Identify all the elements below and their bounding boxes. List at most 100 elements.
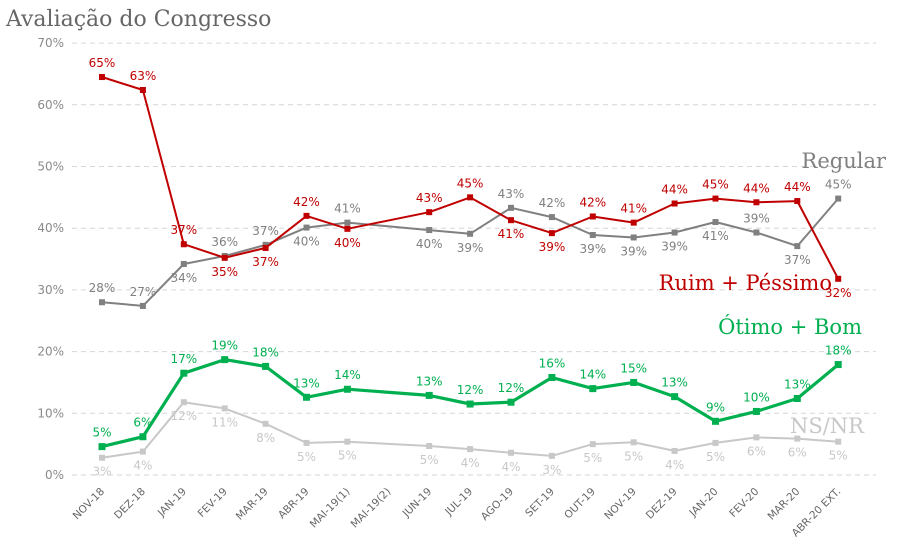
data-point — [508, 217, 514, 224]
x-tick-label: MAR-20 — [765, 486, 802, 523]
data-point — [303, 224, 310, 231]
legend: Regular Ruim + Péssimo Ótimo + Bom NS/NR — [659, 149, 887, 438]
data-point — [426, 227, 433, 234]
data-point — [753, 229, 760, 236]
data-point — [303, 393, 310, 401]
data-point — [467, 230, 474, 237]
data-point — [99, 299, 105, 306]
x-tick-label: JAN-19 — [155, 486, 189, 520]
data-point — [630, 219, 637, 226]
data-point — [589, 231, 596, 238]
series-3: 3% 4% 12% 11% 8% 5% 5% 5% 4% 4% 3% 5% 5% 4% 5% 6% 6% 5% — [92, 399, 848, 479]
data-point — [221, 254, 228, 261]
data-label: 9% — [706, 400, 725, 414]
x-tick-label: FEV-19 — [196, 486, 230, 520]
data-label: 13% — [661, 376, 688, 390]
data-label: 6% — [788, 446, 807, 460]
data-label: 42% — [539, 196, 566, 210]
data-label: 35% — [211, 265, 238, 279]
data-label: 3% — [542, 463, 561, 477]
data-label: 40% — [416, 237, 443, 251]
x-tick-label: SET-19 — [523, 486, 557, 520]
data-point — [99, 454, 105, 461]
series-1: 65% 63% 37% 35% 37% 42% 40% 43% 45% 41% 39% 42% 41% 4… — [89, 56, 852, 300]
data-point — [753, 199, 760, 206]
data-label: 37% — [784, 253, 811, 267]
data-label: 41% — [620, 202, 647, 216]
data-point — [262, 420, 269, 427]
data-label: 17% — [170, 352, 197, 366]
y-tick-label: 0% — [45, 468, 64, 482]
data-point — [180, 369, 188, 377]
x-tick-label: JUN-19 — [400, 486, 435, 521]
x-axis: NOV-18 DEZ-18 JAN-19 FEV-19 MAR-19 ABR-19MAI-… — [71, 486, 844, 540]
data-point — [466, 400, 474, 408]
data-point — [467, 446, 474, 453]
data-point — [630, 234, 637, 241]
data-label: 39% — [539, 240, 566, 254]
data-label: 40% — [334, 236, 361, 250]
data-label: 10% — [743, 390, 770, 404]
data-point — [630, 439, 637, 446]
data-point — [712, 219, 719, 226]
data-point — [262, 362, 270, 370]
data-point — [712, 195, 719, 202]
data-point — [344, 438, 351, 445]
data-label: 37% — [170, 223, 197, 237]
data-label: 14% — [579, 368, 606, 382]
data-point — [139, 448, 146, 455]
data-point — [344, 219, 351, 226]
data-point — [180, 241, 187, 248]
data-label: 15% — [620, 361, 647, 375]
data-label: 44% — [743, 181, 770, 195]
data-label: 39% — [743, 212, 770, 226]
x-tick-label: NOV-18 — [71, 486, 108, 523]
data-point — [753, 434, 760, 441]
data-label: 34% — [170, 271, 197, 285]
data-label: 36% — [211, 235, 238, 249]
x-tick-label: DEZ-19 — [644, 486, 680, 522]
data-label: 41% — [334, 202, 361, 216]
data-label: 18% — [825, 344, 852, 358]
data-label: 43% — [416, 191, 443, 205]
legend-label: Ótimo + Bom — [718, 314, 862, 339]
data-point — [548, 374, 556, 382]
data-label: 13% — [416, 374, 443, 388]
data-point — [139, 302, 146, 309]
data-label: 6% — [747, 444, 766, 458]
data-label: 42% — [579, 195, 606, 209]
data-point — [548, 214, 555, 221]
data-label: 13% — [784, 377, 811, 391]
series-2: 5% 6% 17% 19% 18% 13% 14% 13% 12% 12% 16% 14% 15% 13%… — [92, 339, 852, 451]
series-line — [101, 76, 840, 280]
legend-label: NS/NR — [790, 414, 865, 438]
data-point — [712, 417, 719, 425]
data-label: 5% — [583, 451, 602, 465]
x-tick-label: MAR-19 — [234, 486, 271, 523]
chart-title: Avaliação do Congresso — [5, 7, 271, 32]
data-label: 4% — [461, 456, 480, 470]
data-label: 4% — [665, 458, 684, 472]
data-point — [793, 394, 801, 402]
data-label: 39% — [457, 241, 484, 255]
data-label: 45% — [457, 176, 484, 190]
data-point — [344, 225, 351, 232]
data-label: 19% — [211, 339, 238, 353]
data-point — [548, 452, 555, 459]
x-tick-label: MAI-19(2) — [349, 486, 394, 531]
series-0: 28% 27% 34% 36% 37% 40% 41% 40% 39% 43% 42% 39% 39% 3… — [89, 178, 852, 309]
data-label: 5% — [829, 449, 848, 463]
data-point — [671, 229, 678, 236]
series-layer: 3% 4% 12% 11% 8% 5% 5% 5% 4% 4% 3% 5% 5% 4% 5% 6% 6% 5% 28… — [89, 56, 887, 479]
data-label: 41% — [498, 227, 525, 241]
data-point — [303, 439, 310, 446]
data-label: 39% — [620, 244, 647, 258]
data-point — [589, 441, 596, 448]
data-point — [794, 243, 801, 250]
data-point — [425, 391, 433, 399]
x-tick-label: MAI-19(1) — [308, 486, 353, 531]
data-label: 6% — [133, 416, 152, 430]
data-point — [426, 209, 433, 216]
data-point — [671, 200, 678, 207]
